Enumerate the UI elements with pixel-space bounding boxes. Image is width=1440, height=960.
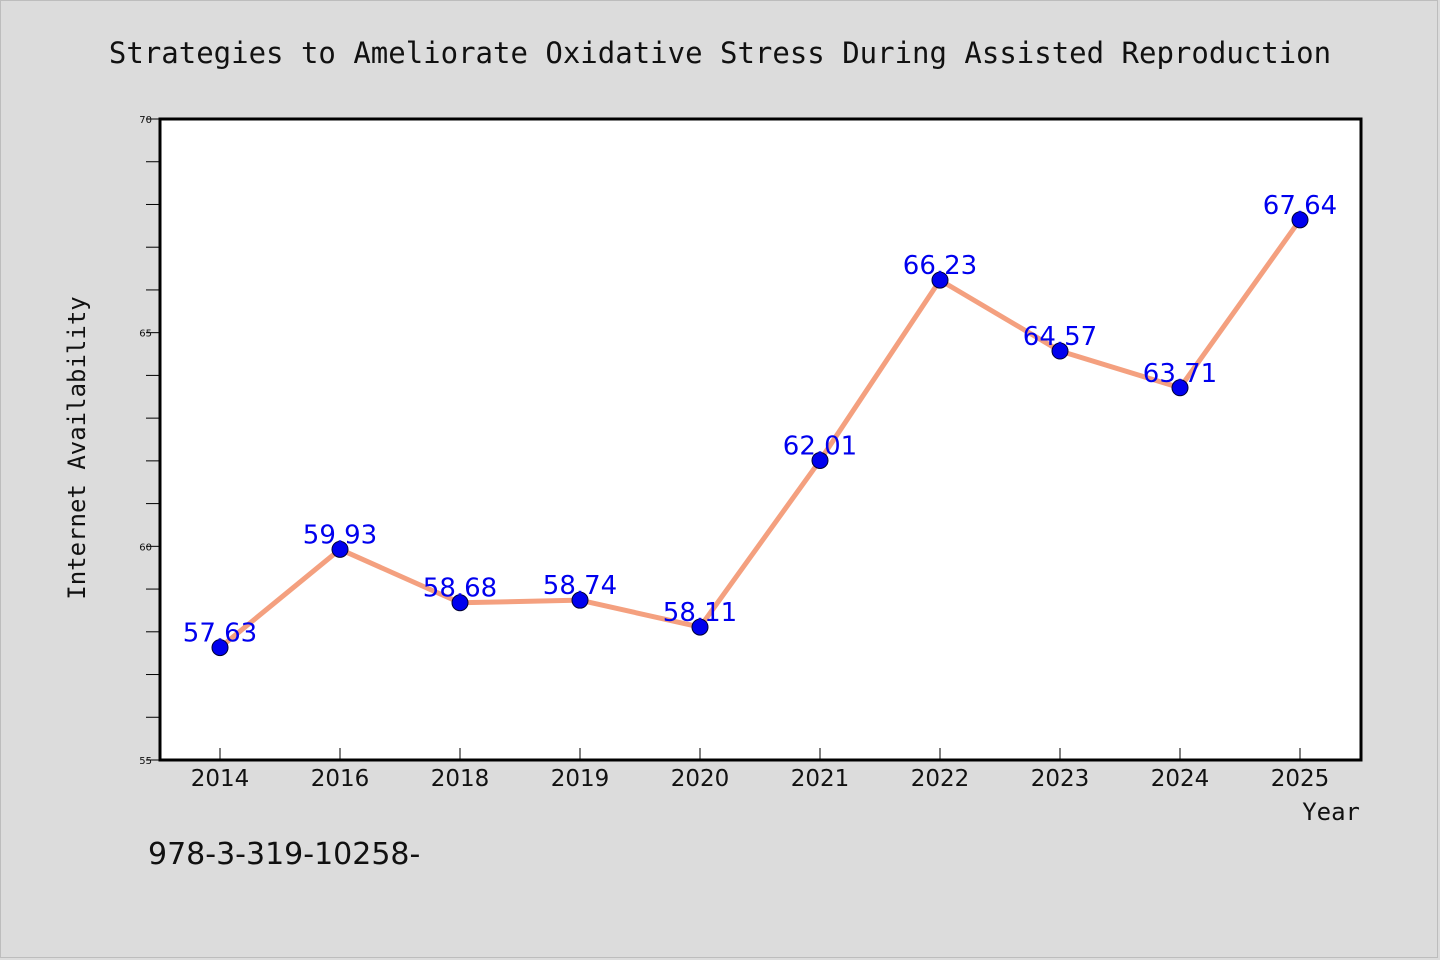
x-tick-label: 2014 — [191, 766, 250, 792]
y-tick-label: 55 — [139, 756, 152, 767]
footer-text: 978-3-319-10258- — [148, 837, 420, 872]
data-point — [691, 618, 709, 636]
chart-title: Strategies to Ameliorate Oxidative Stres… — [109, 36, 1331, 70]
data-point — [331, 540, 349, 558]
data-labels: 57.63 59.93 58.68 58.74 58.11 62.01 66.23 64.57… — [183, 191, 1337, 649]
x-tick-label: 2022 — [911, 766, 970, 792]
data-label: 67.64 — [1263, 191, 1337, 221]
y-tick-label: 70 — [139, 115, 152, 126]
y-axis: 55 60 65 70 — [139, 115, 160, 767]
y-tick-label: 65 — [139, 329, 152, 340]
data-point — [571, 591, 589, 609]
data-point — [451, 594, 469, 612]
data-label: 64.57 — [1023, 322, 1097, 352]
x-tick-label: 2018 — [431, 766, 490, 792]
x-tick-label: 2025 — [1271, 766, 1330, 792]
data-label: 58.74 — [543, 571, 617, 601]
y-axis-label: Internet Availability — [63, 296, 91, 599]
data-label: 62.01 — [783, 431, 857, 461]
x-tick-label: 2016 — [311, 766, 370, 792]
data-label: 59.93 — [303, 520, 377, 550]
x-tick-label: 2019 — [551, 766, 610, 792]
x-axis: 2014 2016 2018 2019 2020 2021 2022 2023 2024 2025 — [191, 748, 1330, 792]
y-tick-label: 60 — [139, 542, 152, 553]
data-point — [1171, 379, 1189, 397]
data-label: 58.68 — [423, 574, 497, 604]
x-tick-label: 2021 — [791, 766, 850, 792]
data-point — [1291, 211, 1309, 229]
data-label: 63.71 — [1143, 359, 1217, 389]
data-point — [211, 639, 229, 657]
data-label: 57.63 — [183, 619, 257, 649]
x-axis-label: Year — [1302, 798, 1360, 826]
series-line — [217, 217, 1303, 651]
x-tick-label: 2023 — [1031, 766, 1090, 792]
data-point — [1051, 342, 1069, 360]
data-label: 58.11 — [663, 598, 737, 628]
x-tick-label: 2024 — [1151, 766, 1210, 792]
data-point — [931, 271, 949, 289]
plot-area — [158, 117, 1363, 762]
data-point — [811, 451, 829, 469]
data-label: 66.23 — [903, 251, 977, 281]
x-tick-label: 2020 — [671, 766, 730, 792]
series-markers — [211, 211, 1309, 657]
